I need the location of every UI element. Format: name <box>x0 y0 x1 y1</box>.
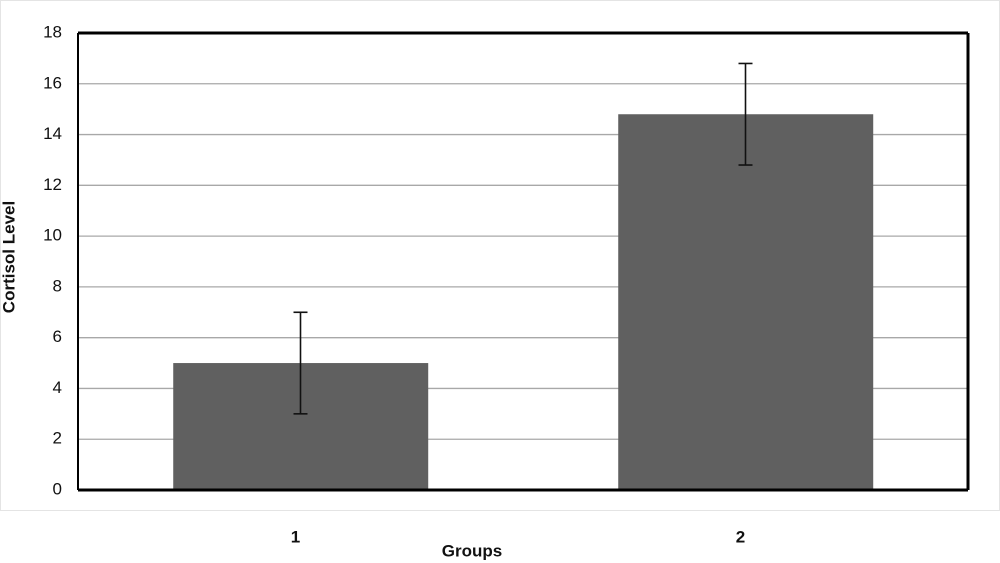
error-bar <box>738 62 753 166</box>
x-tick-label: 2 <box>736 527 745 546</box>
marks <box>173 62 874 490</box>
y-tick-label: 6 <box>53 327 62 346</box>
y-tick-label: 4 <box>53 378 62 397</box>
x-tick-label: 1 <box>291 527 300 546</box>
y-tick-label: 14 <box>43 124 62 143</box>
y-tick-label: 10 <box>43 226 62 245</box>
bar <box>618 114 874 490</box>
plot-frame <box>77 31 970 492</box>
x-axis-label: Groups <box>442 541 502 560</box>
y-tick-label: 0 <box>53 479 62 498</box>
y-tick-label: 8 <box>53 276 62 295</box>
y-tick-label: 12 <box>43 175 62 194</box>
y-tick-label: 16 <box>43 73 62 92</box>
y-tick-label: 2 <box>53 429 62 448</box>
y-axis-label: Cortisol Level <box>0 201 18 313</box>
y-tick-label: 18 <box>43 22 62 41</box>
error-bar <box>293 311 308 415</box>
